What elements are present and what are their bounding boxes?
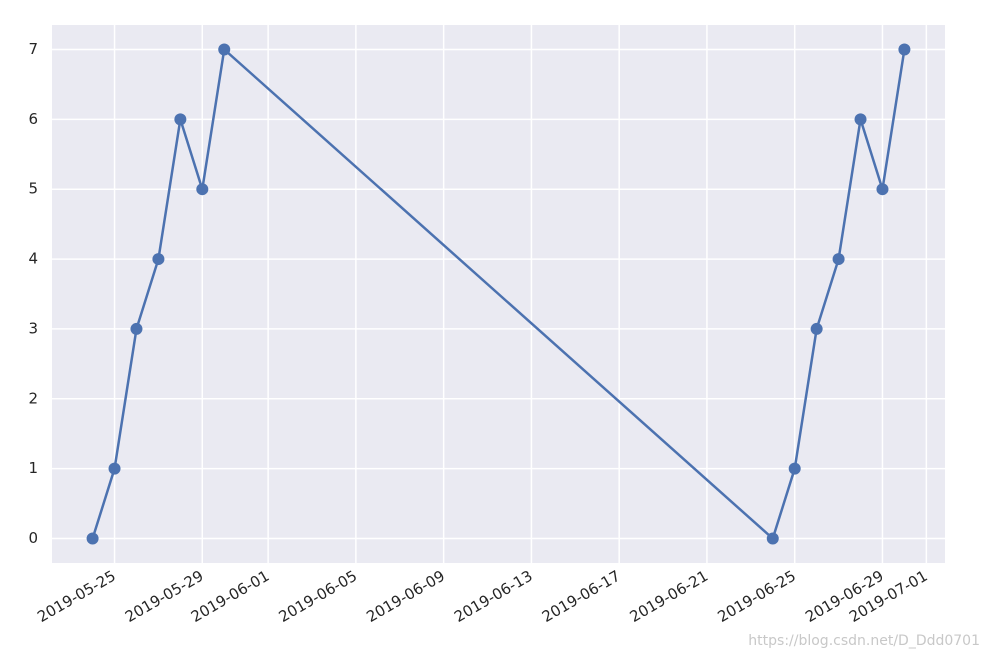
marker [152, 253, 165, 266]
y-tick-label: 6 [28, 110, 38, 128]
y-tick-label: 2 [28, 389, 38, 407]
line [91, 46, 906, 541]
y-tick-label: 0 [28, 529, 38, 547]
marker [218, 43, 231, 56]
marker [86, 532, 99, 545]
y-tick-label: 7 [28, 40, 38, 58]
marker [196, 183, 209, 196]
x-tick-label: 2019-06-09 [363, 567, 448, 626]
marker [766, 532, 779, 545]
marker [876, 183, 889, 196]
marker [788, 462, 801, 475]
y-tick-label: 3 [28, 319, 38, 337]
marker [854, 113, 867, 126]
x-tick-label: 2019-06-13 [451, 567, 536, 626]
watermark: https://blog.csdn.net/D_Ddd0701 [748, 633, 980, 649]
marker [130, 322, 143, 335]
marker [898, 43, 911, 56]
marker [810, 322, 823, 335]
x-tick-label: 2019-06-21 [627, 567, 712, 626]
x-tick-label: 2019-06-05 [276, 567, 361, 626]
y-tick-label: 5 [28, 180, 38, 198]
y-tick-label: 4 [28, 250, 38, 268]
x-tick-label: 2019-06-25 [714, 567, 799, 626]
x-tick-label: 2019-05-25 [34, 567, 119, 626]
x-tick-label: 2019-06-17 [539, 567, 624, 626]
marker [832, 253, 845, 266]
marker [174, 113, 187, 126]
y-tick-label: 1 [28, 459, 38, 477]
marker [108, 462, 121, 475]
